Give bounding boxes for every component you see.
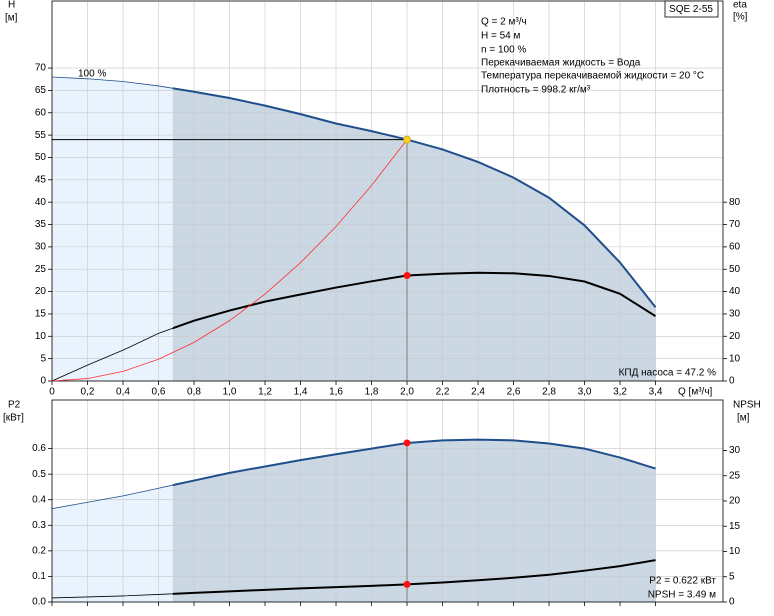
curve-extension [52,327,173,381]
y-tick-label: 40 [35,197,47,208]
info-line: n = 100 % [481,45,526,56]
duty-marker [403,135,411,144]
operating-shade [172,88,656,381]
curve [172,438,656,487]
pre-range-shade [52,77,173,381]
x-tick-label: 1,6 [329,387,343,398]
efficiency-label: КПД насоса = 47.2 % [619,368,717,379]
y-tick-label: 55 [35,130,47,141]
y2-tick-label: 60 [729,242,741,253]
x-tick-label: 3,4 [649,387,663,398]
y2-tick-label: 40 [729,286,741,297]
y2-axis-label: NPSH [733,400,761,411]
y2-tick-label: 20 [729,496,741,507]
plot-layer: 0 0,2 0,4 0,6 0,8 1,0 1,2 1,4 1,6 1,8 2,0 2,2 2,4 2,6… [32,0,741,608]
info-line: Температура перекачиваемой жидкости = 20… [481,71,704,82]
system-curve [51,139,408,382]
npsh-label: NPSH = 3.49 м [648,590,716,601]
x-tick-label: 2,4 [471,387,485,398]
y2-tick-label: 15 [729,521,741,532]
duty-marker [403,271,411,279]
x-tick-label: 1,2 [258,387,272,398]
x-tick-label: 1,4 [294,387,308,398]
duty-marker [403,439,411,447]
x-tick-label: 0,8 [187,387,201,398]
power-label: P2 = 0.622 кВт [649,576,716,587]
x-tick-label: 2,6 [507,387,521,398]
curve [172,559,656,595]
operating-shade [172,439,656,602]
y-tick-label: 0.1 [32,571,46,582]
y-axis-label: H [8,0,15,11]
x-axis-label: Q [м³/ч] [678,387,713,398]
y-tick-label: 50 [35,152,47,163]
y2-tick-label: 30 [729,445,741,456]
y-tick-label: 0.6 [32,443,46,454]
y-tick-label: 5 [40,353,46,364]
curve-extension [52,593,173,599]
plot-frame [51,0,724,382]
model-name: SQE 2-55 [669,4,713,15]
y2-tick-label: 25 [729,470,741,481]
x-tick-label: 2,0 [400,387,414,398]
y2-tick-label: 5 [729,571,735,582]
x-tick-label: 3,0 [578,387,592,398]
pre-range-shade [52,485,173,602]
y-tick-label: 45 [35,174,47,185]
info-line: Q = 2 м³/ч [481,17,527,28]
curve-label: 100 % [78,69,106,80]
y-tick-label: 60 [35,107,47,118]
y-tick-label: 30 [35,242,47,253]
curve-extension [52,484,173,510]
y-tick-label: 0.3 [32,520,46,531]
y-axis-unit: [м] [5,13,18,24]
y-axis-label: P2 [8,400,21,411]
y-tick-label: 0.5 [32,469,46,480]
y2-tick-label: 0 [729,597,735,608]
y-tick-label: 65 [35,85,47,96]
x-tick-label: 2,8 [542,387,556,398]
y2-tick-label: 10 [729,353,741,364]
y-tick-label: 0.4 [32,494,46,505]
y2-tick-label: 80 [729,197,741,208]
y2-axis-unit: [м] [737,413,750,424]
curve [172,87,657,308]
y2-tick-label: 50 [729,264,741,275]
curve-extension [52,76,173,89]
y-tick-label: 70 [35,63,47,74]
y-tick-label: 0.0 [32,597,46,608]
y2-tick-label: 20 [729,331,741,342]
y2-tick-label: 30 [729,309,741,320]
x-tick-label: 0 [49,387,55,398]
plot-frame [51,399,724,603]
y2-axis-label: eta [733,0,747,11]
x-tick-label: 0,6 [152,387,166,398]
model-box [664,0,719,18]
y-tick-label: 35 [35,219,47,230]
y-tick-label: 10 [35,331,47,342]
y-tick-label: 15 [35,309,47,320]
duty-marker [403,580,411,588]
info-line: H = 54 м [481,31,521,42]
x-tick-label: 0,4 [116,387,130,398]
y-tick-label: 0 [40,376,46,387]
info-line: Плотность = 998.2 кг/м³ [481,85,591,96]
curve [172,271,657,330]
x-tick-label: 2,2 [436,387,450,398]
y-tick-label: 20 [35,286,47,297]
x-tick-label: 1,8 [365,387,379,398]
info-line: Перекачиваемая жидкость = Вода [481,58,641,69]
y-tick-label: 25 [35,264,47,275]
y-tick-label: 0.2 [32,546,46,557]
y2-axis-unit: [%] [733,12,748,23]
y2-tick-label: 70 [729,219,741,230]
y2-tick-label: 10 [729,546,741,557]
x-tick-label: 0,2 [81,387,95,398]
x-tick-label: 3,2 [613,387,627,398]
y2-tick-label: 0 [729,376,735,387]
y-axis-unit: [кВт] [3,413,24,424]
x-tick-label: 1,0 [223,387,237,398]
